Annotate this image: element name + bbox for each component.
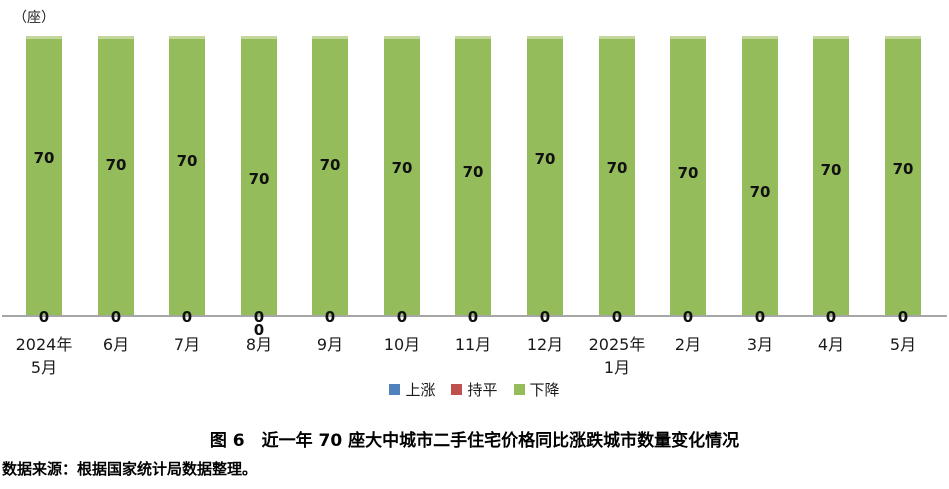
source-note: 数据来源：根据国家统计局数据整理。	[2, 460, 258, 478]
bar-decline-series: 70	[98, 36, 134, 315]
bar-value-label: 70	[820, 161, 842, 179]
bar-decline-series: 70	[26, 36, 62, 315]
zero-value-label: 0	[897, 308, 909, 326]
x-axis-label: 2024年 5月	[15, 335, 73, 377]
bar-decline-series: 70	[742, 36, 778, 315]
x-axis-label: 2025年 1月	[588, 335, 646, 377]
legend-label: 下降	[529, 381, 560, 399]
x-axis-label: 8月	[245, 335, 273, 354]
zero-value-label: 0	[396, 308, 408, 326]
x-axis-label: 2月	[674, 335, 702, 354]
zero-value-label: 0	[825, 308, 837, 326]
bar-value-label: 70	[892, 160, 914, 178]
legend-item-decline: 下降	[513, 379, 560, 400]
legend-item-flat: 持平	[451, 379, 498, 400]
bar-value-label: 70	[319, 156, 341, 174]
zero-value-label: 0	[110, 308, 122, 326]
bar-decline-series: 70	[169, 36, 205, 315]
bar-value-label: 70	[606, 159, 628, 177]
bar-decline-series: 70	[384, 36, 420, 315]
bar-value-label: 70	[33, 149, 55, 167]
zero-value-label: 0	[253, 321, 265, 339]
bar-decline-series: 70	[885, 36, 921, 315]
bar-decline-series: 70	[312, 36, 348, 315]
bar-decline-series: 70	[599, 36, 635, 315]
legend-item-rise: 上涨	[389, 379, 435, 400]
bar-value-label: 70	[462, 163, 484, 181]
x-axis-label: 6月	[102, 335, 130, 354]
rise-swatch-icon	[389, 384, 401, 395]
zero-value-label: 0	[324, 308, 336, 326]
x-axis-label: 3月	[746, 335, 774, 354]
x-axis-label: 9月	[316, 335, 344, 354]
x-axis-label: 11月	[454, 335, 492, 354]
y-axis-unit-label: （座）	[13, 10, 55, 26]
chart-title: 图 6 近一年 70 座大中城市二手住宅价格同比涨跌城市数量变化情况	[209, 431, 740, 451]
bar-value-label: 70	[677, 164, 699, 182]
bar-value-label: 70	[176, 152, 198, 170]
x-axis-label: 7月	[173, 335, 201, 354]
x-axis-label: 12月	[526, 335, 564, 354]
bar-decline-series: 70	[527, 36, 563, 315]
zero-value-label: 0	[754, 308, 766, 326]
bar-decline-series: 70	[813, 36, 849, 315]
zero-value-label: 0	[181, 308, 193, 326]
zero-value-label: 0	[539, 308, 551, 326]
zero-value-label: 0	[38, 308, 50, 326]
bar-value-label: 70	[248, 170, 270, 188]
x-axis-line	[2, 315, 947, 317]
bar-value-label: 70	[749, 183, 771, 201]
zero-value-label: 0	[682, 308, 694, 326]
zero-value-label: 0	[253, 308, 265, 326]
zero-value-label: 0	[611, 308, 623, 326]
x-axis-label: 4月	[817, 335, 845, 354]
bar-decline-series: 70	[455, 36, 491, 315]
x-axis-label: 5月	[889, 335, 917, 354]
legend: 上涨 持平 下降	[0, 379, 949, 400]
legend-label: 持平	[467, 381, 498, 399]
zero-value-label: 0	[467, 308, 479, 326]
x-axis-label: 10月	[383, 335, 421, 354]
bar-decline-series: 70	[670, 36, 706, 315]
bar-value-label: 70	[534, 150, 556, 168]
flat-swatch-icon	[451, 384, 463, 395]
legend-label: 上涨	[405, 381, 436, 399]
bar-value-label: 70	[105, 156, 127, 174]
bar-decline-series: 70	[241, 36, 277, 315]
bar-value-label: 70	[391, 159, 413, 177]
decline-swatch-icon	[513, 384, 525, 395]
